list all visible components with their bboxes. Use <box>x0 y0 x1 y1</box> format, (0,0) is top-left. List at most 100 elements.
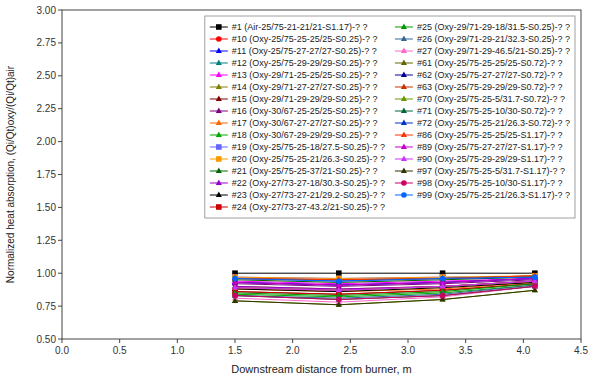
data-point <box>440 276 446 282</box>
plot-frame <box>62 10 581 339</box>
y-tick <box>58 10 62 11</box>
data-point <box>232 276 238 282</box>
x-tick-label: 1.5 <box>228 345 242 356</box>
y-tick <box>58 207 62 208</box>
legend-marker <box>216 108 222 113</box>
legend-label: #89 (Oxy-25/75-27-27/27-S1.17)-? ? <box>417 142 563 152</box>
legend-label: #97 (Oxy-25/75-25-5/31.7-S1.17)-? ? <box>417 166 565 176</box>
data-point <box>232 293 238 299</box>
legend-marker <box>216 168 222 173</box>
legend-marker <box>216 72 222 77</box>
legend-marker <box>216 144 222 150</box>
x-tick <box>177 339 178 343</box>
data-point <box>336 287 342 292</box>
legend-marker <box>401 108 407 113</box>
legend-label: #20 (Oxy-25/75-25-21/26.3-S0.25)-? ? <box>232 154 385 164</box>
data-point <box>232 275 238 280</box>
legend-label: #72 (Oxy-25/75-25-21/26.3-S0.72)-? ? <box>417 118 570 128</box>
legend-label: #11 (Oxy-25/75-27-27/27-S0.25)-? ? <box>232 46 377 56</box>
x-tick-label: 4.0 <box>516 345 530 356</box>
legend-marker <box>401 48 407 53</box>
data-point <box>440 293 446 299</box>
x-tick <box>62 339 63 343</box>
series <box>232 274 538 283</box>
data-point <box>440 292 446 297</box>
data-point <box>532 283 538 288</box>
x-tick-label: 1.0 <box>170 345 184 356</box>
x-tick <box>523 339 524 343</box>
x-tick-label: 0.5 <box>113 345 127 356</box>
data-point <box>336 270 342 276</box>
legend-label: #17 (Oxy-30/67-27-27/27-S0.25)-? ? <box>232 118 378 128</box>
x-tick <box>581 339 582 343</box>
x-tick-label: 2.0 <box>286 345 300 356</box>
series-line <box>235 286 535 299</box>
y-tick-label: 2.50 <box>37 70 57 81</box>
legend-label: #25 (Oxy-29/71-29-18/31.5-S0.25)-? ? <box>417 22 570 32</box>
data-point <box>532 275 538 280</box>
data-point <box>532 275 538 280</box>
y-tick <box>58 174 62 175</box>
y-tick-label: 1.75 <box>37 169 57 180</box>
data-point <box>336 278 342 283</box>
x-tick-label: 2.5 <box>343 345 357 356</box>
data-point <box>232 284 238 289</box>
series <box>232 283 538 304</box>
legend-marker <box>216 120 222 125</box>
x-tick <box>350 339 351 343</box>
legend: #1 (Air-25/75-21-21/21-S1.17)-? ?#10 (Ox… <box>205 16 575 218</box>
legend-marker <box>401 36 407 41</box>
series <box>232 283 538 302</box>
x-axis-label: Downstream distance from burner, m <box>231 363 411 375</box>
data-point <box>532 275 538 280</box>
series-line <box>235 281 535 290</box>
series-line <box>235 273 535 274</box>
legend-label: #98 (Oxy-25/75-25-10/30-S1.17)-? ? <box>417 178 563 188</box>
y-tick-label: 0.75 <box>37 301 57 312</box>
legend-marker <box>401 132 407 137</box>
data-point <box>232 276 238 281</box>
data-point <box>532 283 538 288</box>
legend-label: #27 (Oxy-29/71-29-46.5/21-S0.25)-? ? <box>417 46 570 56</box>
data-point <box>440 275 446 280</box>
series-line <box>235 277 535 281</box>
legend-label: #12 (Oxy-25/75-29-29/29-S0.25)-? ? <box>232 58 378 68</box>
data-point <box>532 284 538 290</box>
legend-label: #71 (Oxy-25/75-25-10/30-S0.72)-? ? <box>417 106 563 116</box>
x-tick <box>119 339 120 343</box>
y-tick-label: 3.00 <box>37 5 57 16</box>
legend-marker <box>401 192 407 198</box>
data-point <box>232 275 238 280</box>
x-tick <box>235 339 236 343</box>
legend-frame <box>205 16 575 218</box>
y-tick <box>58 141 62 142</box>
data-point <box>336 279 342 284</box>
legend-marker <box>401 60 407 65</box>
x-tick <box>465 339 466 343</box>
series <box>232 287 538 307</box>
x-tick-label: 3.5 <box>459 345 473 356</box>
data-point <box>532 274 538 280</box>
series <box>232 284 537 303</box>
legend-marker <box>401 156 407 161</box>
legend-marker <box>401 72 407 77</box>
legend-marker <box>401 84 407 89</box>
y-tick-label: 2.25 <box>37 103 57 114</box>
legend-marker <box>401 120 407 125</box>
legend-marker <box>216 132 222 137</box>
series <box>232 275 538 287</box>
legend-label: #99 (Oxy-25/75-25-21/26.3-S1.17)-? ? <box>417 190 570 200</box>
legend-label: #13 (Oxy-29/71-25-25/25-S0.25)-? ? <box>232 70 378 80</box>
data-point <box>336 297 342 303</box>
series <box>232 282 538 301</box>
legend-marker <box>216 24 222 30</box>
data-point <box>232 275 238 280</box>
x-tick-label: 3.0 <box>401 345 415 356</box>
data-point <box>232 292 238 297</box>
legend-marker <box>401 168 407 173</box>
legend-marker <box>216 180 222 185</box>
x-tick-label: 4.5 <box>574 345 588 356</box>
legend-label: #90 (Oxy-25/75-29-29/29-S1.17)-? ? <box>417 154 563 164</box>
legend-marker <box>401 96 407 101</box>
legend-label: #70 (Oxy-25/75-25-5/31.7-S0.72)-? ? <box>417 94 565 104</box>
